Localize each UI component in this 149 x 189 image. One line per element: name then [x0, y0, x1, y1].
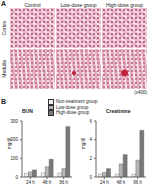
- html-text:A: A: [1, 0, 7, 7]
- svg-text:48 h: 48 h: [43, 180, 52, 185]
- svg-text:200: 200: [10, 137, 18, 142]
- svg-text:100: 100: [10, 156, 18, 161]
- html-text:Cortex: Cortex: [1, 20, 7, 36]
- html-text:BUN: BUN: [22, 108, 33, 114]
- svg-text:24 h: 24 h: [26, 180, 35, 185]
- svg-text:4: 4: [89, 137, 92, 142]
- svg-text:mg/dl: mg/dl: [81, 138, 86, 149]
- svg-text:6: 6: [89, 119, 92, 124]
- svg-text:96 h: 96 h: [133, 180, 141, 185]
- html-text:Creatinine: Creatinine: [106, 108, 131, 114]
- svg-text:0: 0: [89, 175, 92, 180]
- html-text:B: B: [1, 98, 7, 105]
- html-text:Low-dose group: Low-dose group: [56, 104, 89, 110]
- svg-text:0: 0: [15, 175, 18, 180]
- svg-text:96 h: 96 h: [59, 180, 68, 185]
- html-text:Low-dose group: Low-dose group: [60, 1, 97, 8]
- html-text:Medulla: Medulla: [1, 60, 7, 78]
- html-text:High-dose group: High-dose group: [56, 110, 90, 116]
- html-text:High-dose group: High-dose group: [106, 1, 143, 8]
- svg-text:300: 300: [10, 119, 18, 124]
- html-text:Non-treatment group: Non-treatment group: [56, 99, 98, 105]
- svg-text:48 h: 48 h: [117, 180, 126, 185]
- html-text:Control: Control: [24, 1, 41, 8]
- svg-text:mg/dl: mg/dl: [8, 138, 12, 149]
- svg-text:24 h: 24 h: [100, 180, 109, 185]
- html-text:(x400): (x400): [134, 90, 147, 95]
- svg-text:2: 2: [89, 156, 92, 161]
